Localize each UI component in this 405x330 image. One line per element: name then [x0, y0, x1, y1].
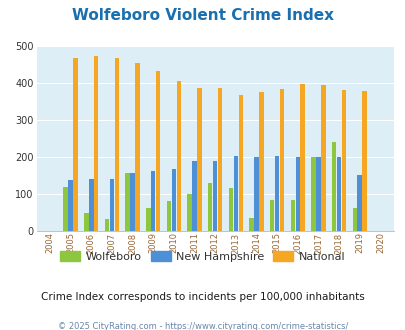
Bar [104, 219, 109, 231]
Bar [217, 87, 222, 231]
Bar [125, 173, 130, 231]
Bar [187, 194, 192, 231]
Bar [94, 56, 98, 231]
Bar [63, 187, 68, 231]
Bar [68, 181, 73, 231]
Bar [212, 161, 217, 231]
Bar [197, 87, 201, 231]
Bar [352, 208, 356, 231]
Bar [295, 157, 299, 231]
Bar [171, 169, 176, 231]
Text: © 2025 CityRating.com - https://www.cityrating.com/crime-statistics/: © 2025 CityRating.com - https://www.city… [58, 322, 347, 330]
Bar [320, 85, 325, 231]
Bar [84, 213, 88, 231]
Bar [192, 161, 196, 231]
Bar [73, 58, 78, 231]
Bar [249, 218, 253, 231]
Bar [228, 188, 232, 231]
Bar [166, 201, 171, 231]
Bar [207, 183, 212, 231]
Bar [176, 81, 181, 231]
Bar [156, 71, 160, 231]
Bar [290, 200, 294, 231]
Bar [233, 156, 237, 231]
Bar [114, 58, 119, 231]
Bar [300, 84, 304, 231]
Bar [336, 157, 341, 231]
Bar [311, 157, 315, 231]
Bar [146, 208, 150, 231]
Bar [151, 171, 155, 231]
Bar [362, 90, 366, 231]
Bar [130, 173, 134, 231]
Bar [356, 175, 361, 231]
Bar [279, 89, 283, 231]
Bar [89, 179, 93, 231]
Legend: Wolfeboro, New Hampshire, National: Wolfeboro, New Hampshire, National [56, 247, 349, 267]
Text: Wolfeboro Violent Crime Index: Wolfeboro Violent Crime Index [72, 8, 333, 23]
Bar [269, 200, 274, 231]
Bar [331, 142, 336, 231]
Bar [135, 63, 139, 231]
Bar [341, 90, 345, 231]
Bar [258, 92, 263, 231]
Bar [109, 179, 114, 231]
Bar [254, 157, 258, 231]
Bar [315, 157, 320, 231]
Text: Crime Index corresponds to incidents per 100,000 inhabitants: Crime Index corresponds to incidents per… [41, 292, 364, 302]
Bar [238, 95, 243, 231]
Bar [274, 156, 279, 231]
